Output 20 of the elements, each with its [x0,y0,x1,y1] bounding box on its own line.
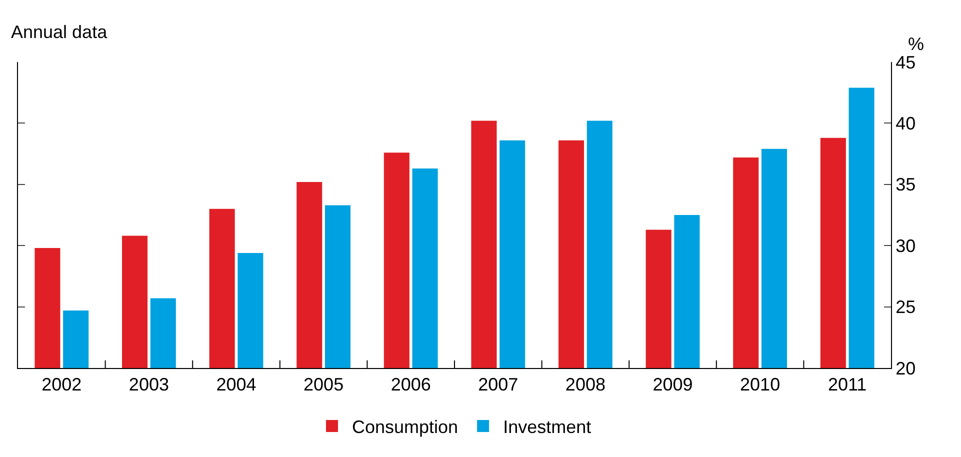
y-tick-label: 45 [896,52,916,72]
y-axis-title: % [908,34,924,54]
x-tick-label: 2011 [828,374,867,395]
x-tick-label: 2005 [304,374,344,395]
y-tick-label: 30 [896,236,916,256]
legend-label: Consumption [352,417,458,437]
x-tick-label: 2009 [652,374,693,395]
x-tick-label: 2004 [216,374,256,395]
y-tick-label: 25 [896,297,916,318]
x-tick-label: 2006 [390,374,431,395]
y-tick-label: 20 [896,358,916,378]
x-tick-label: 2007 [478,374,518,395]
x-tick-label: 2003 [128,374,169,395]
x-tick-label: 2010 [740,374,780,395]
y-tick-label: 40 [896,114,916,134]
x-tick-label: 2008 [565,374,606,395]
legend-label: Investment [503,417,592,437]
x-tick-label: 2002 [42,374,82,395]
text: Annual data [11,22,108,42]
y-tick-label: 35 [896,174,916,195]
